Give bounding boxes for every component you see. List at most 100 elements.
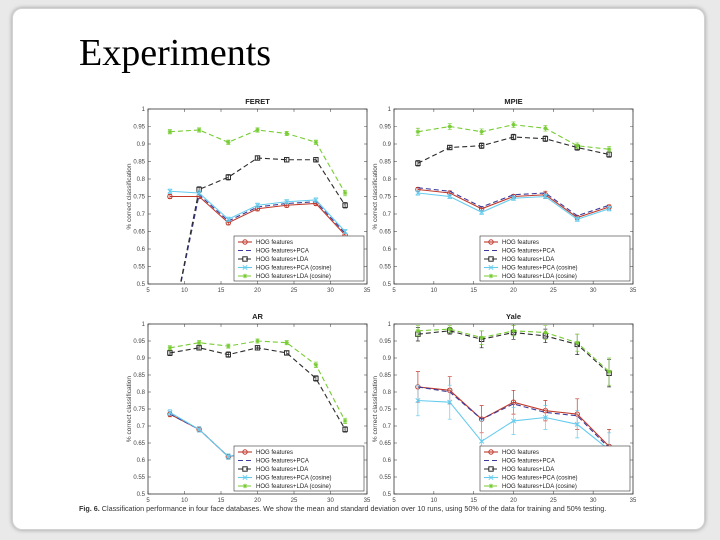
legend-label: HOG features+PCA: [256, 459, 309, 465]
data-point: [196, 127, 202, 133]
x-tick-label: 10: [181, 498, 188, 504]
legend-label: HOG features+LDA: [256, 257, 308, 263]
data-point: [342, 426, 348, 433]
series-line-2: [169, 347, 346, 430]
y-tick-label: 0.6: [137, 458, 146, 464]
y-tick-label: 0.8: [383, 177, 392, 183]
y-tick-label: 0.65: [379, 230, 391, 236]
data-point: [511, 122, 516, 127]
x-tick-label: 35: [630, 288, 637, 294]
data-point: [167, 350, 173, 356]
y-tick-label: 0.95: [133, 125, 145, 131]
y-tick-label: 1: [388, 107, 392, 113]
chart-title: MPIE: [504, 97, 522, 106]
legend: HOG features HOG features+PCA HOG features…: [479, 445, 631, 492]
legend-label: HOG features: [502, 240, 539, 246]
data-point: [313, 362, 319, 367]
x-tick-label: 25: [550, 498, 557, 504]
data-point: [255, 338, 260, 344]
data-point: [415, 328, 421, 333]
x-tick-label: 20: [254, 498, 261, 504]
y-tick-label: 0.8: [383, 390, 392, 396]
legend-marker: [242, 264, 248, 271]
data-point: [543, 126, 548, 131]
data-point: [447, 193, 453, 200]
legend: HOG features HOG features+PCA HOG features…: [233, 235, 365, 282]
data-point: [415, 397, 421, 404]
y-tick-label: 1: [142, 322, 146, 328]
data-point: [478, 143, 485, 149]
legend-marker: [242, 256, 248, 262]
y-tick-label: 0.85: [133, 160, 145, 166]
y-tick-label: 0.9: [137, 142, 146, 148]
x-tick-label: 10: [181, 288, 188, 294]
y-axis-label: % correct classification: [126, 163, 133, 229]
data-point: [415, 190, 421, 196]
data-point: [167, 345, 173, 350]
charts-figure: FERET% correct classification0.50.550.60…: [126, 97, 637, 504]
data-point: [167, 193, 173, 200]
data-point: [284, 350, 290, 356]
series-line-2: [417, 136, 610, 164]
data-point: [254, 155, 261, 161]
data-point: [196, 426, 202, 432]
plot-frame: [393, 108, 634, 285]
legend-label: HOG features+LDA (cosine): [502, 484, 577, 490]
legend-label: HOG features+LDA (cosine): [256, 274, 331, 280]
data-point: [167, 129, 173, 134]
y-tick-label: 0.6: [383, 247, 392, 253]
legend: HOG features HOG features+PCA HOG features…: [233, 445, 365, 492]
data-point: [226, 140, 231, 145]
legend-label: HOG features+PCA (cosine): [256, 266, 332, 272]
y-tick-label: 0.7: [383, 424, 392, 430]
legend-marker: [242, 466, 248, 472]
data-point: [574, 421, 580, 427]
y-tick-label: 0.75: [379, 195, 391, 201]
legend-label: HOG features+PCA (cosine): [256, 476, 332, 482]
data-point: [511, 328, 516, 333]
y-axis-label: % correct classification: [126, 376, 133, 442]
y-tick-label: 0.9: [383, 142, 392, 148]
y-tick-label: 1: [142, 107, 146, 113]
legend-marker: [242, 483, 248, 489]
y-tick-label: 0.75: [379, 407, 391, 413]
x-tick-label: 5: [392, 288, 396, 294]
data-point: [196, 340, 202, 345]
y-tick-label: 0.9: [383, 356, 392, 362]
x-tick-label: 10: [430, 288, 437, 294]
legend-box: [233, 235, 365, 282]
data-point: [313, 157, 319, 163]
legend-marker: [488, 273, 494, 279]
data-point: [575, 340, 580, 345]
data-point: [313, 197, 319, 203]
data-point: [284, 199, 290, 205]
y-tick-label: 0.6: [383, 458, 392, 464]
legend-label: HOG features+LDA: [256, 467, 308, 473]
data-point: [447, 399, 453, 405]
x-tick-label: 5: [146, 498, 150, 504]
data-point: [606, 206, 612, 212]
data-point: [542, 414, 548, 421]
data-point: [168, 334, 172, 338]
x-tick-label: 30: [327, 498, 334, 504]
chart-feret: FERET % correct classification 0.5 0.55 0.6 0…: [126, 97, 371, 338]
data-point: [167, 188, 173, 194]
legend-marker: [242, 474, 248, 481]
chart-title: Yale: [506, 312, 521, 321]
slide-title: Experiments: [79, 32, 272, 74]
plot-frame: [393, 323, 634, 495]
y-tick-label: 0.5: [383, 492, 392, 498]
y-tick-label: 0.85: [133, 373, 145, 379]
data-point: [313, 375, 319, 382]
caption-text: Classification performance in four face …: [101, 504, 607, 513]
data-point: [313, 140, 319, 145]
legend-marker: [488, 239, 494, 245]
y-tick-label: 0.65: [133, 441, 145, 447]
data-point: [196, 190, 202, 196]
legend-label: HOG features+PCA: [502, 249, 555, 255]
y-tick-label: 0.5: [137, 492, 146, 498]
x-tick-label: 25: [550, 288, 557, 294]
legend-label: HOG features+LDA: [502, 467, 554, 473]
y-tick-label: 0.65: [379, 441, 391, 447]
legend-marker: [488, 449, 494, 455]
